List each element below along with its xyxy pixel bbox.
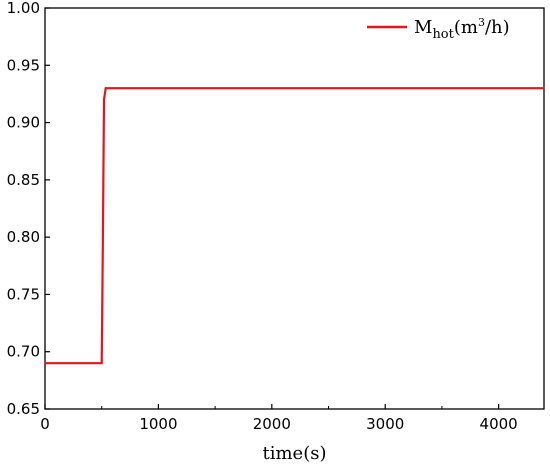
legend-label-superscript: 3 [478, 16, 485, 29]
series-layer [44, 87, 545, 365]
x-tick-label: 1000 [139, 415, 177, 433]
plot-border [44, 7, 545, 410]
legend-label-unit-open: (m [454, 17, 478, 38]
x-axis-title: time(s) [263, 443, 327, 464]
data-point [102, 247, 104, 250]
legend-label: Mhot(m3/h) [414, 16, 510, 42]
y-tick-label: 0.70 [7, 343, 40, 361]
x-axis: 0 1000 2000 3000 4000 [40, 404, 518, 433]
y-tick-label: 0.75 [7, 285, 40, 303]
data-point [100, 362, 103, 364]
y-axis: 0.65 0.70 0.75 0.80 0.85 0.90 0.95 1.00 [7, 0, 50, 418]
data-point [103, 98, 105, 101]
y-tick-label: 1.00 [7, 0, 40, 17]
y-tick-label: 0.80 [7, 228, 40, 246]
plot-frame [44, 7, 545, 410]
y-tick-label: 0.65 [7, 400, 40, 418]
x-tick-label: 2000 [253, 415, 291, 433]
series-line [45, 87, 544, 365]
legend-label-subscript: hot [432, 27, 454, 42]
x-tick-label: 4000 [480, 415, 518, 433]
data-point [104, 87, 107, 89]
legend-label-main: M [414, 17, 432, 38]
legend-label-unit-close: /h) [485, 17, 510, 38]
legend: Mhot(m3/h) [367, 16, 510, 42]
data-point [543, 87, 545, 89]
data-point [44, 362, 46, 364]
x-tick-label: 0 [40, 415, 50, 433]
x-tick-label: 3000 [366, 415, 404, 433]
y-tick-label: 0.85 [7, 171, 40, 189]
y-tick-label: 0.90 [7, 114, 40, 132]
y-tick-label: 0.95 [7, 56, 40, 74]
